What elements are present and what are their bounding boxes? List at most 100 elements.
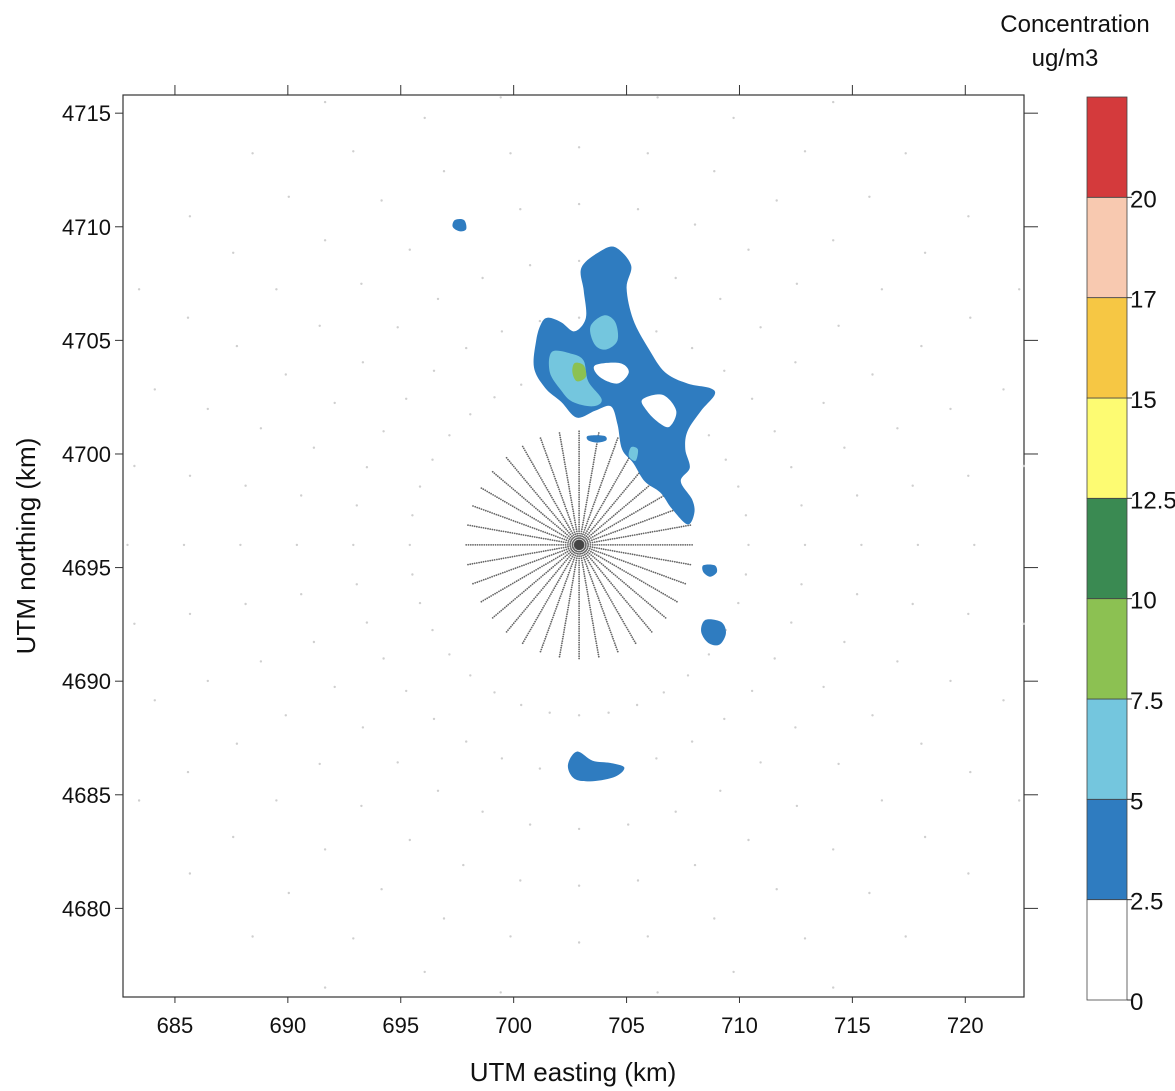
receptor-point xyxy=(633,477,636,480)
receptor-point xyxy=(431,458,434,461)
receptor-point xyxy=(578,503,580,505)
receptor-point xyxy=(586,494,589,497)
receptor-point xyxy=(561,550,564,552)
colorbar-label: 17 xyxy=(1130,287,1157,314)
receptor-point xyxy=(569,595,571,598)
receptor-point xyxy=(469,674,472,677)
receptor-point xyxy=(612,531,614,534)
receptor-point xyxy=(579,552,582,555)
receptor-point xyxy=(635,523,638,525)
receptor-point xyxy=(481,810,484,813)
receptor-point xyxy=(524,498,527,501)
receptor-point xyxy=(578,555,580,558)
receptor-point xyxy=(616,650,619,653)
receptor-point xyxy=(578,489,580,492)
receptor-point xyxy=(605,469,608,471)
receptor-point xyxy=(489,559,492,562)
receptor-point xyxy=(661,513,663,516)
receptor-point xyxy=(559,651,562,654)
receptor-point xyxy=(539,566,541,569)
receptor-point xyxy=(548,554,551,557)
receptor-point xyxy=(503,587,506,589)
receptor-point xyxy=(562,454,565,457)
receptor-point xyxy=(551,544,553,546)
receptor-point xyxy=(548,544,551,546)
receptor-point xyxy=(597,653,600,656)
receptor-point xyxy=(527,534,529,537)
receptor-point xyxy=(590,522,593,525)
receptor-point xyxy=(491,528,494,531)
receptor-point xyxy=(633,564,636,566)
receptor-point xyxy=(602,573,605,576)
receptor-point xyxy=(548,595,551,597)
receptor-point xyxy=(592,555,594,558)
receptor-point xyxy=(564,622,567,625)
receptor-point xyxy=(535,559,538,562)
receptor-point xyxy=(832,848,835,851)
receptor-point xyxy=(188,612,192,616)
receptor-point xyxy=(540,589,543,591)
receptor-point xyxy=(578,505,580,508)
receptor-point xyxy=(578,434,580,437)
receptor-point xyxy=(517,492,520,495)
receptor-point xyxy=(509,602,511,605)
receptor-point xyxy=(621,596,624,598)
receptor-point xyxy=(545,635,547,638)
receptor-point xyxy=(563,461,566,463)
receptor-point xyxy=(630,606,633,609)
receptor-point xyxy=(609,456,612,459)
receptor-point xyxy=(492,593,494,596)
receptor-point xyxy=(590,476,592,479)
receptor-point xyxy=(504,516,506,519)
receptor-point xyxy=(561,573,564,576)
receptor-point xyxy=(669,560,672,562)
colorbar-swatch xyxy=(1086,598,1128,700)
receptor-point xyxy=(550,528,553,530)
receptor-point xyxy=(594,516,596,519)
receptor-point xyxy=(442,170,446,173)
receptor-point xyxy=(605,577,608,579)
receptor-point xyxy=(562,571,565,574)
receptor-point xyxy=(629,573,631,576)
receptor-point xyxy=(593,586,596,589)
receptor-point xyxy=(596,575,599,578)
receptor-point xyxy=(578,464,580,467)
receptor-point xyxy=(480,561,483,564)
receptor-point xyxy=(448,434,451,437)
receptor-point xyxy=(526,453,529,456)
receptor-point xyxy=(732,970,735,974)
receptor-point xyxy=(552,498,555,501)
receptor-point xyxy=(605,528,608,530)
receptor-point xyxy=(536,536,538,539)
receptor-point xyxy=(518,522,521,524)
receptor-point xyxy=(538,475,541,477)
receptor-point xyxy=(629,534,632,537)
receptor-point xyxy=(537,544,540,546)
receptor-point xyxy=(585,586,588,589)
receptor-point xyxy=(515,469,518,471)
receptor-point xyxy=(547,629,550,632)
receptor-point xyxy=(719,789,722,792)
receptor-point xyxy=(497,544,499,546)
receptor-point xyxy=(541,479,543,481)
receptor-point xyxy=(724,458,727,461)
receptor-point xyxy=(822,401,825,405)
y-tick-label: 4705 xyxy=(62,328,111,353)
receptor-point xyxy=(551,469,553,471)
receptor-point xyxy=(616,477,619,479)
receptor-point xyxy=(284,714,287,717)
receptor-point xyxy=(569,528,571,530)
receptor-point xyxy=(565,615,568,618)
receptor-point xyxy=(559,434,561,437)
receptor-point xyxy=(541,608,543,611)
receptor-point xyxy=(597,560,600,562)
receptor-point xyxy=(531,583,534,586)
receptor-point xyxy=(794,361,797,364)
receptor-point xyxy=(619,508,622,511)
receptor-point xyxy=(588,602,591,604)
receptor-point xyxy=(868,891,871,895)
receptor-point xyxy=(539,650,542,653)
receptor-point xyxy=(519,593,522,596)
receptor-point xyxy=(590,611,592,613)
